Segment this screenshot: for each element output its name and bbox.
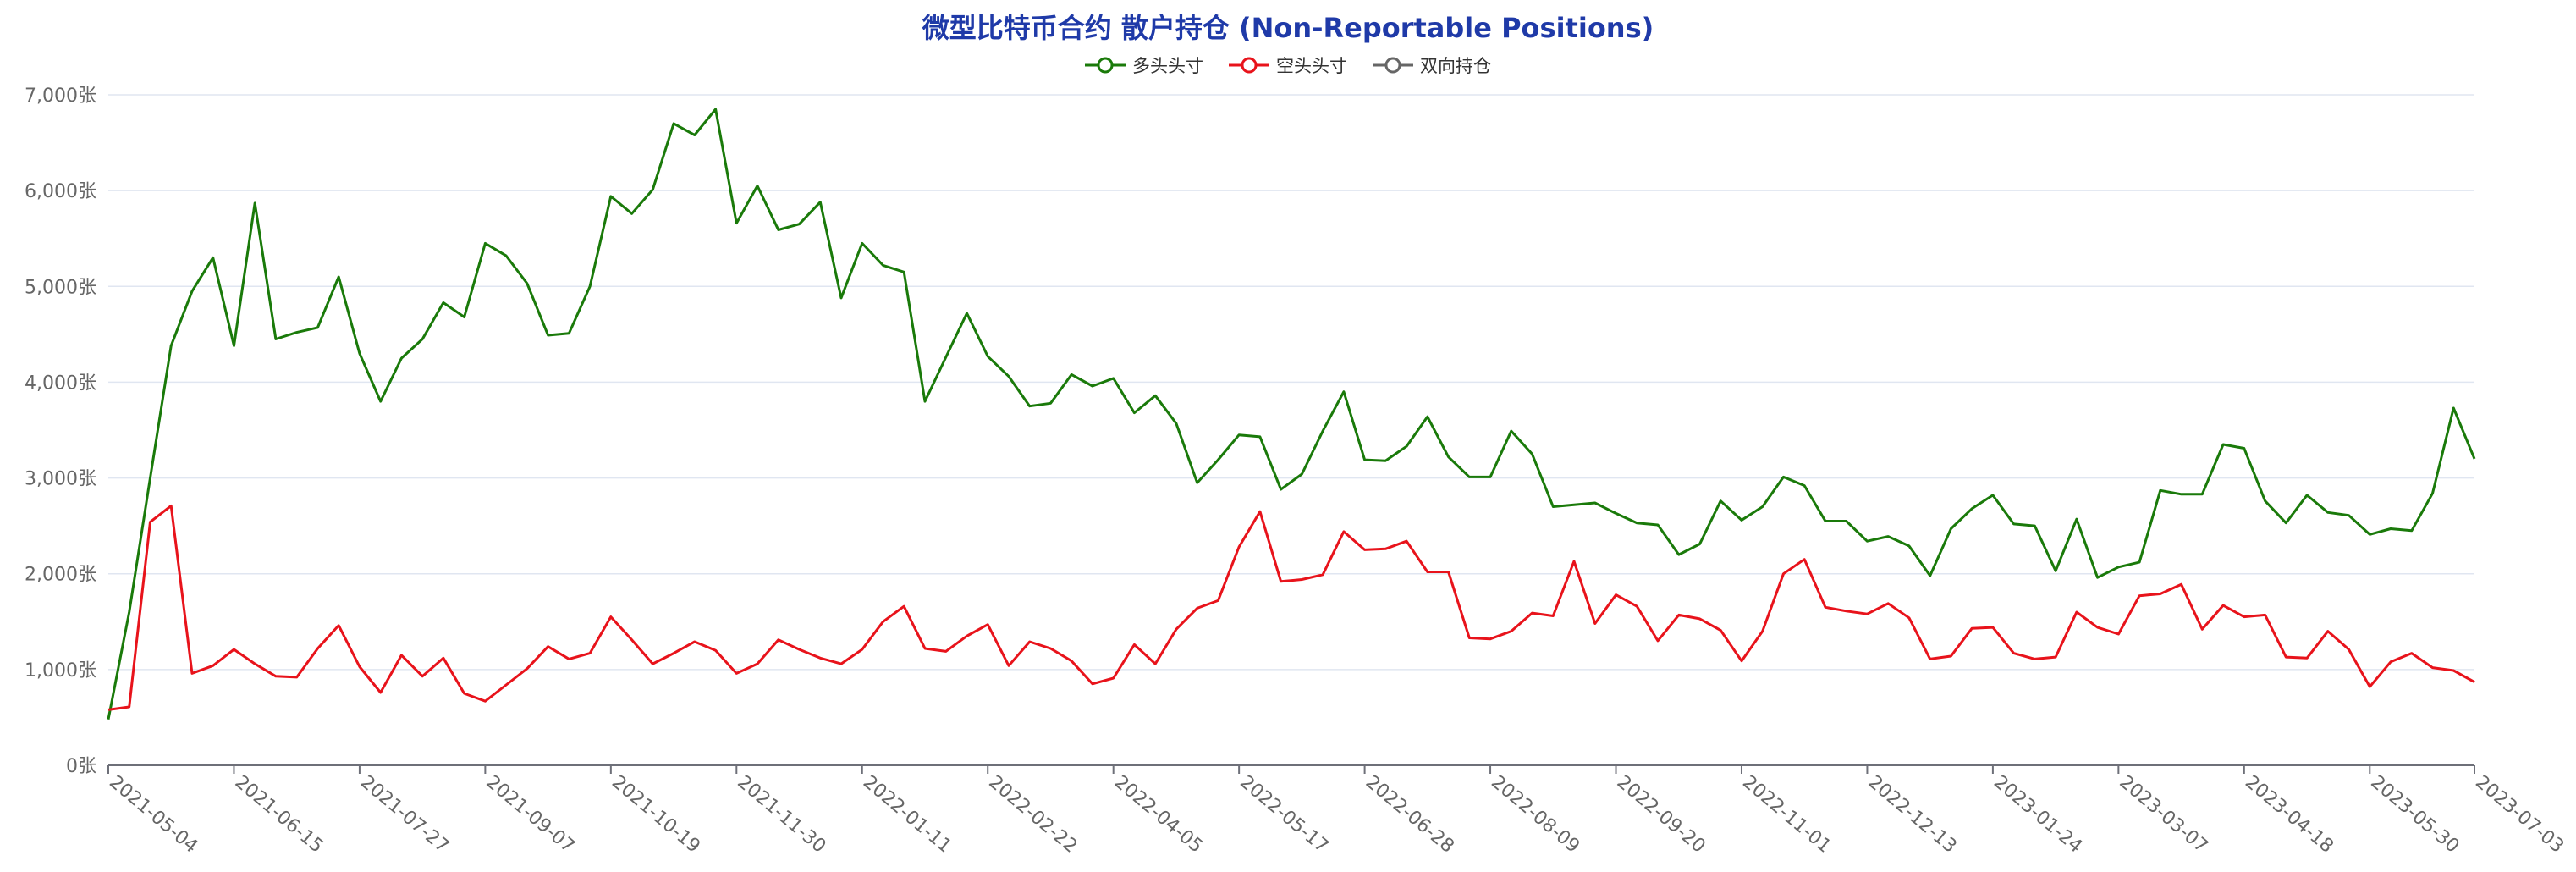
y-tick-label: 5,000张 [25, 277, 96, 298]
x-tick-label: 2022-02-22 [984, 771, 1081, 857]
x-tick-label: 2021-09-07 [482, 771, 579, 857]
legend-long-icon [1085, 57, 1126, 74]
x-tick-label: 2021-07-27 [356, 771, 453, 857]
y-tick-label: 6,000张 [25, 181, 96, 202]
legend-item-spread[interactable]: 双向持仓 [1373, 52, 1491, 78]
y-tick-label: 0张 [66, 756, 96, 777]
y-tick-label: 3,000张 [25, 469, 96, 490]
chart-title: 微型比特币合约 散户持仓 (Non-Reportable Positions) [922, 12, 1654, 44]
legend-item-long[interactable]: 多头头寸 [1085, 52, 1203, 78]
y-tick-label: 4,000张 [25, 373, 96, 394]
legend-short-label: 空头头寸 [1276, 56, 1347, 76]
series-line-long [107, 108, 2476, 720]
x-tick-label: 2022-05-17 [1236, 771, 1332, 857]
x-tick-label: 2021-11-30 [733, 771, 829, 857]
x-tick-label: 2021-06-15 [231, 771, 328, 857]
x-tick-label: 2023-03-07 [2116, 771, 2212, 857]
x-tick-label: 2022-11-01 [1738, 771, 1835, 857]
legend: 多头头寸 空头头寸 双向持仓 [0, 52, 2576, 78]
x-tick-label: 2022-09-20 [1613, 771, 1709, 857]
y-tick-label: 1,000张 [25, 660, 96, 682]
x-tick-label: 2023-01-24 [1990, 771, 2086, 857]
y-tick-label: 7,000张 [25, 86, 96, 107]
x-tick-label: 2022-12-13 [1864, 771, 1961, 857]
x-tick-label: 2023-05-30 [2366, 771, 2463, 857]
x-tick-label: 2021-10-19 [608, 771, 704, 857]
legend-short-icon [1229, 57, 1269, 74]
legend-spread-label: 双向持仓 [1420, 56, 1491, 76]
x-tick-label: 2022-06-28 [1362, 771, 1458, 857]
y-tick-label: 2,000张 [25, 565, 96, 586]
x-tick-label: 2021-05-04 [105, 771, 201, 857]
legend-long-label: 多头头寸 [1132, 56, 1203, 76]
legend-item-short[interactable]: 空头头寸 [1229, 52, 1347, 78]
x-tick-label: 2023-07-03 [2471, 771, 2568, 857]
series-line-short [107, 504, 2475, 711]
x-tick-label: 2022-04-05 [1110, 771, 1207, 857]
x-tick-label: 2022-01-11 [859, 771, 955, 857]
legend-spread-icon [1373, 57, 1413, 74]
x-tick-label: 2023-04-18 [2241, 771, 2337, 857]
x-tick-label: 2022-08-09 [1487, 771, 1583, 857]
